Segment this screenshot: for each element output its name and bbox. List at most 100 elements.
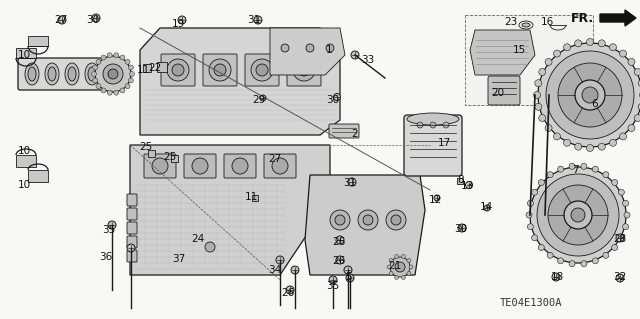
Circle shape — [125, 84, 130, 89]
FancyBboxPatch shape — [264, 154, 296, 178]
Circle shape — [390, 257, 410, 277]
Circle shape — [586, 39, 593, 46]
FancyBboxPatch shape — [127, 208, 137, 220]
Circle shape — [152, 158, 168, 174]
Text: 20: 20 — [492, 88, 504, 98]
Circle shape — [552, 273, 560, 281]
Bar — [143, 64, 151, 72]
Circle shape — [593, 258, 598, 264]
Circle shape — [593, 166, 598, 172]
Text: 35: 35 — [102, 225, 116, 235]
Circle shape — [335, 215, 345, 225]
Circle shape — [254, 16, 262, 24]
Circle shape — [256, 64, 268, 76]
Text: 12: 12 — [428, 195, 442, 205]
Circle shape — [557, 258, 564, 264]
Circle shape — [532, 189, 538, 195]
Polygon shape — [140, 28, 340, 135]
Circle shape — [101, 88, 106, 93]
Circle shape — [387, 265, 391, 269]
Text: 1: 1 — [326, 45, 332, 55]
Circle shape — [586, 145, 593, 152]
Text: 32: 32 — [613, 272, 627, 282]
Circle shape — [527, 200, 533, 206]
Ellipse shape — [88, 67, 96, 81]
Circle shape — [281, 44, 289, 52]
Circle shape — [530, 167, 626, 263]
Circle shape — [571, 208, 585, 222]
FancyBboxPatch shape — [203, 54, 237, 86]
Circle shape — [108, 69, 118, 79]
Circle shape — [336, 236, 344, 244]
Circle shape — [638, 80, 640, 87]
Text: 25: 25 — [140, 142, 152, 152]
Text: 26: 26 — [332, 256, 346, 266]
Circle shape — [554, 50, 561, 57]
Circle shape — [547, 252, 553, 258]
Circle shape — [358, 210, 378, 230]
FancyBboxPatch shape — [144, 154, 176, 178]
Text: 34: 34 — [268, 265, 282, 275]
Text: 14: 14 — [479, 202, 493, 212]
Text: 27: 27 — [268, 154, 282, 164]
Circle shape — [96, 59, 101, 64]
Circle shape — [260, 95, 266, 101]
Circle shape — [93, 65, 98, 70]
Circle shape — [205, 242, 215, 252]
Circle shape — [538, 43, 640, 147]
Circle shape — [389, 271, 393, 276]
Circle shape — [539, 115, 546, 122]
Text: 19: 19 — [172, 19, 184, 29]
FancyBboxPatch shape — [224, 154, 256, 178]
Circle shape — [581, 163, 587, 169]
Ellipse shape — [101, 63, 115, 85]
Text: 5: 5 — [346, 272, 352, 282]
FancyBboxPatch shape — [127, 194, 137, 206]
Ellipse shape — [68, 67, 76, 81]
Polygon shape — [470, 30, 535, 75]
Circle shape — [125, 59, 130, 64]
Circle shape — [232, 158, 248, 174]
Text: 26: 26 — [332, 237, 346, 247]
Ellipse shape — [45, 63, 59, 85]
Ellipse shape — [48, 67, 56, 81]
Text: 10: 10 — [17, 146, 31, 156]
Circle shape — [547, 172, 553, 178]
Text: 27: 27 — [54, 15, 68, 25]
Circle shape — [526, 212, 532, 218]
Text: 35: 35 — [326, 281, 340, 291]
FancyBboxPatch shape — [127, 222, 137, 234]
Circle shape — [286, 286, 294, 294]
FancyBboxPatch shape — [18, 58, 117, 90]
Bar — [148, 150, 155, 157]
Circle shape — [333, 93, 340, 100]
Text: TE04E1300A: TE04E1300A — [500, 298, 563, 308]
Circle shape — [129, 71, 134, 77]
Circle shape — [351, 51, 359, 59]
Bar — [16, 155, 36, 167]
Circle shape — [527, 224, 533, 230]
Polygon shape — [130, 145, 330, 275]
Circle shape — [612, 244, 618, 250]
Circle shape — [291, 266, 299, 274]
Circle shape — [458, 224, 466, 232]
Bar — [457, 178, 463, 184]
Text: 2: 2 — [352, 129, 358, 139]
Circle shape — [251, 59, 273, 81]
Circle shape — [103, 64, 123, 84]
Text: 23: 23 — [504, 17, 518, 27]
Circle shape — [407, 271, 411, 276]
Circle shape — [618, 235, 625, 241]
Circle shape — [539, 69, 546, 76]
FancyBboxPatch shape — [127, 236, 137, 248]
FancyBboxPatch shape — [488, 76, 520, 105]
Circle shape — [623, 200, 628, 206]
Ellipse shape — [104, 67, 112, 81]
Circle shape — [92, 71, 97, 77]
Circle shape — [575, 40, 582, 47]
FancyBboxPatch shape — [329, 124, 359, 138]
Text: 37: 37 — [172, 254, 186, 264]
Circle shape — [612, 180, 618, 186]
Text: 17: 17 — [437, 138, 451, 148]
Circle shape — [129, 65, 133, 70]
